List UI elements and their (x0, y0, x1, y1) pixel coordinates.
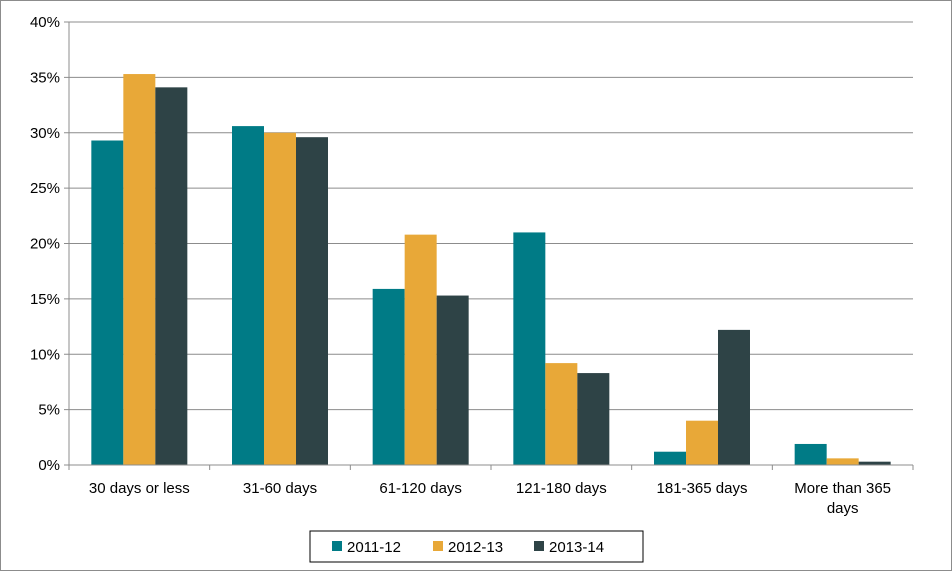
legend-swatch (534, 541, 544, 551)
bar-2011-12 (654, 451, 686, 465)
bar-2011-12 (372, 288, 405, 465)
bar-2011-12 (91, 140, 124, 465)
y-tick-label: 20% (30, 236, 60, 253)
bar-2013-14 (296, 137, 328, 465)
x-category-label: More than 365 days (794, 480, 891, 517)
x-category-label: 31-60 days (243, 480, 317, 497)
x-category-label: 181-365 days (657, 480, 748, 497)
bar-2012-13 (826, 458, 859, 465)
bar-2012-13 (686, 420, 718, 465)
y-tick-label: 25% (30, 180, 60, 197)
axes (64, 21, 914, 470)
bar-2012-13 (404, 234, 437, 465)
bar-2011-12 (232, 126, 264, 465)
y-axis-tick-labels: 0% 5% 10% 15% 20% 25% 30% 35% 40% (30, 14, 60, 474)
legend-swatch (433, 541, 443, 551)
x-axis-category-labels: 30 days or less 31-60 days 61-120 days 121-… (89, 480, 891, 517)
bar-2013-14 (718, 329, 750, 465)
gridlines (69, 21, 913, 411)
x-category-label: 61-120 days (379, 480, 462, 497)
y-tick-label: 0% (38, 457, 60, 474)
legend: 2011-12 2012-13 2013-14 (309, 530, 644, 563)
bar-2012-13 (264, 132, 296, 465)
bars (91, 74, 891, 466)
y-tick-label: 5% (38, 402, 60, 419)
bar-2013-14 (436, 295, 469, 465)
legend-swatch (332, 541, 342, 551)
x-category-label: 30 days or less (89, 480, 190, 497)
x-category-label: 121-180 days (516, 480, 607, 497)
bar-2013-14 (577, 373, 610, 465)
y-tick-label: 35% (30, 69, 60, 86)
bar-2011-12 (513, 232, 546, 465)
legend-label: 2011-12 (347, 539, 401, 556)
y-tick-label: 15% (30, 291, 60, 308)
bar-2012-13 (545, 363, 578, 465)
bar-2013-14 (155, 87, 188, 465)
bar-2013-14 (858, 461, 891, 465)
bar-2012-13 (123, 74, 156, 466)
legend-label: 2013-14 (549, 539, 604, 556)
legend-box (309, 530, 644, 563)
y-tick-label: 30% (30, 125, 60, 142)
legend-label: 2012-13 (448, 539, 503, 556)
y-tick-label: 10% (30, 346, 60, 363)
y-tick-label: 40% (30, 14, 60, 31)
bar-2011-12 (794, 443, 827, 465)
